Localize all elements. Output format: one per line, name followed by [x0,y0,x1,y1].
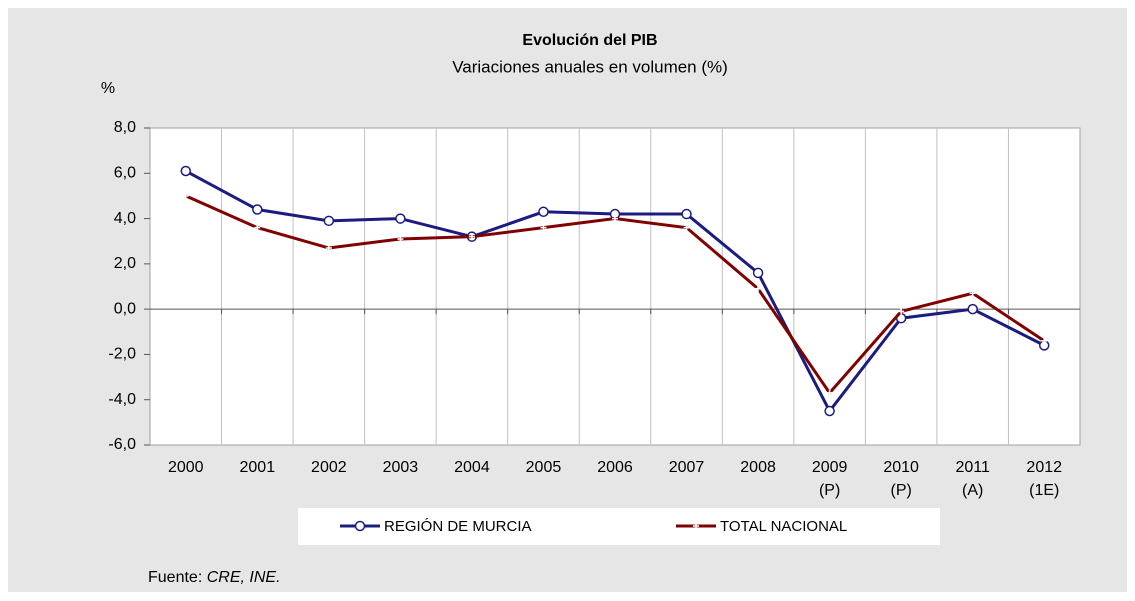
point-marker [683,224,690,231]
x-tick-label-line: 2011 [955,459,990,476]
plot-area [149,127,1081,446]
point-marker [967,303,978,315]
x-tick-label-line: 2012 [1026,459,1062,476]
x-tick-label: 2004 [454,459,490,476]
x-tick-label: 2009 (P) [812,459,848,499]
point-marker [395,213,406,224]
y-tick-label: 4,0 [114,210,136,227]
point-marker [612,215,618,222]
source-label: Fuente: [148,569,202,586]
x-tick-label: 2005 [526,459,562,476]
point-marker [180,165,192,177]
x-tick-label: 2012 (1E) [1026,459,1062,499]
source-text: CRE, INE. [207,569,281,586]
point-marker [182,192,189,199]
x-tick-label-line: 2010 [883,459,919,476]
x-tick-label: 2007 [669,459,705,476]
y-tick-label: -6,0 [108,436,136,453]
y-tick-label: -2,0 [108,346,136,363]
chart-title: Evolución del PIB [522,32,657,49]
x-tick-label-line: (A) [962,482,983,499]
y-tick-label: -4,0 [108,391,136,408]
x-tick-label: 2010 (P) [883,459,919,499]
point-marker [969,290,976,297]
point-marker [898,308,905,315]
point-marker [752,267,764,279]
legend-marker [354,520,366,532]
x-tick-label: 2006 [597,459,633,476]
x-tick-label-line: (1E) [1029,482,1059,499]
point-marker [826,389,833,396]
legend-label: REGIÓN DE MURCIA [384,518,532,535]
x-tick-label-line: (P) [890,482,911,499]
point-marker [252,204,263,215]
x-tick-label: 2011 (A) [955,459,990,499]
point-marker [681,208,692,220]
point-marker [468,233,475,240]
x-tick-label: 2001 [240,459,276,476]
x-tick-label-line: (P) [819,482,840,499]
legend-marker [693,523,699,529]
y-tick-label: 2,0 [114,255,136,272]
y-tick-label: 6,0 [114,165,136,182]
source: Fuente: CRE, INE. [148,569,281,586]
point-marker [254,224,261,231]
point-marker [323,215,335,227]
point-marker [397,235,404,242]
point-marker [325,245,332,252]
y-axis-label: % [101,80,115,97]
point-marker [538,206,549,218]
point-marker [755,285,762,292]
legend-box [298,508,940,545]
point-marker [540,224,547,231]
y-tick-label: 8,0 [114,119,136,136]
x-tick-label: 2003 [383,459,419,476]
point-marker [1041,337,1048,344]
x-tick-label: 2008 [740,459,776,476]
legend-label: TOTAL NACIONAL [720,518,847,535]
x-tick-label: 2002 [311,459,347,476]
y-tick-label: 0,0 [114,300,136,317]
point-marker [824,405,835,417]
x-tick-label: 2000 [168,459,204,476]
x-tick-label-line: 2009 [812,459,848,476]
chart-subtitle: Variaciones anuales en volumen (%) [452,57,728,76]
